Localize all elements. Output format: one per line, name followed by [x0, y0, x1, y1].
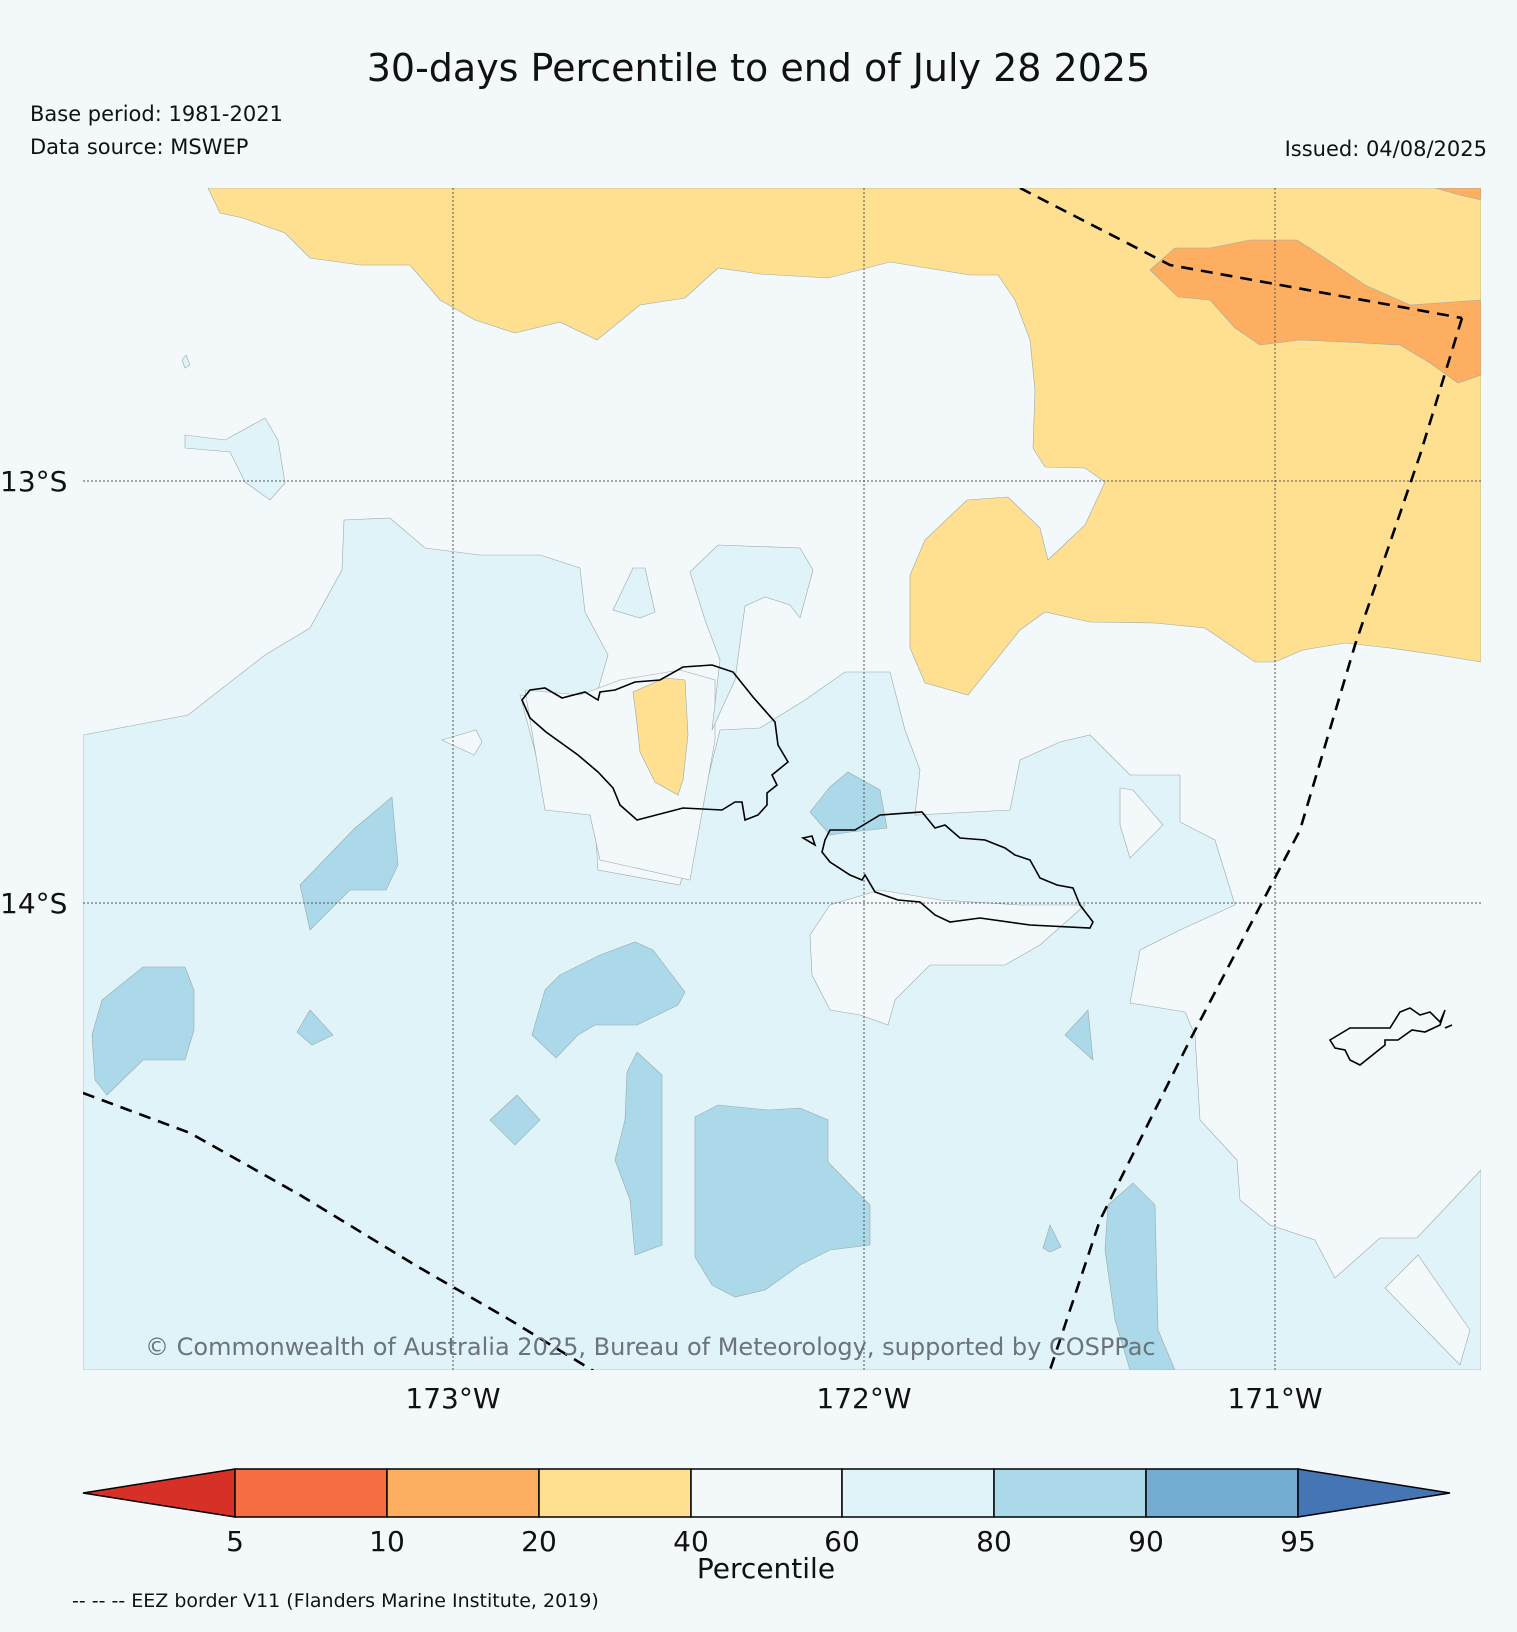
- band-80-90-patch-10: [1104, 1182, 1176, 1370]
- data-source-text: Data source: MSWEP: [30, 135, 249, 159]
- colorbar-tick-20: 20: [521, 1525, 557, 1558]
- base-period-text: Base period: 1981-2021: [30, 102, 283, 126]
- colorbar-extend-high: [1297, 1468, 1451, 1518]
- band-80-90-patch-8: [1064, 1009, 1094, 1061]
- coastline-aunuu: [1444, 1024, 1453, 1029]
- map-plot-area: © Commonwealth of Australia 2025, Bureau…: [83, 188, 1481, 1370]
- coastline-manono: [800, 835, 817, 847]
- coastline-tutuila: [1328, 1007, 1446, 1066]
- band-10-20-patch-corner: [1434, 188, 1481, 201]
- colorbar-segment-90-95: [1145, 1468, 1299, 1518]
- map-title: 30-days Percentile to end of July 28 202…: [366, 46, 1151, 90]
- colorbar-segment-40-60: [690, 1468, 843, 1518]
- colorbar-ticks: 5 10 20 40 60 80 90 95: [226, 1525, 1316, 1558]
- band-80-90-patch-5: [489, 1094, 541, 1146]
- colorbar-tick-95: 95: [1280, 1525, 1316, 1558]
- band-80-90-patch-3: [296, 1009, 334, 1046]
- colorbar-tick-80: 80: [976, 1525, 1012, 1558]
- coastline-savaii: [521, 664, 790, 822]
- band-60-80-patch-nw: [184, 417, 286, 501]
- lon-label-173w: 173°W: [405, 1382, 500, 1415]
- band-20-40-region-north: [207, 188, 1481, 696]
- eez-borders: [83, 188, 1464, 1370]
- colorbar-tick-10: 10: [369, 1525, 405, 1558]
- band-40-60-patch-b: [441, 729, 483, 756]
- eez-border-east: [1048, 317, 1464, 1370]
- colorbar-title: Percentile: [697, 1552, 835, 1585]
- colorbar-segment-20-40: [538, 1468, 692, 1518]
- eez-border-southwest: [83, 1091, 595, 1370]
- band-60-80-patch-b: [689, 544, 814, 731]
- colorbar-extend-low: [82, 1468, 236, 1518]
- lon-label-171w: 171°W: [1227, 1382, 1322, 1415]
- band-60-80-patch-c: [181, 354, 191, 369]
- colorbar-tick-90: 90: [1128, 1525, 1164, 1558]
- band-80-90-patch-2: [91, 966, 195, 1096]
- band-80-90-patch-4: [531, 941, 686, 1059]
- lat-label-13s: 13°S: [0, 465, 67, 498]
- band-40-60-patch-c: [1384, 1254, 1471, 1366]
- band-60-80-patch-a: [612, 567, 656, 619]
- lon-label-172w: 172°W: [816, 1382, 911, 1415]
- band-80-90-patch-9: [1042, 1224, 1062, 1253]
- lat-label-14s: 14°S: [0, 887, 67, 920]
- band-10-20-patch-ne: [1149, 239, 1481, 384]
- band-80-90-patch-6: [614, 1051, 663, 1256]
- eez-border-north: [1019, 188, 1463, 320]
- colorbar-tick-40: 40: [673, 1525, 709, 1558]
- colorbar: [82, 1468, 1451, 1518]
- coastline-upolu: [821, 811, 1094, 929]
- band-80-90-patch-11: [809, 771, 888, 836]
- band-80-90-patch-1: [299, 796, 399, 931]
- band-40-60-patch-a: [1119, 787, 1164, 859]
- gridlines: [83, 188, 1481, 1370]
- band-80-90-patch-7: [694, 1104, 871, 1298]
- coastlines: [521, 664, 1453, 1066]
- eez-footnote: -- -- -- EEZ border V11 (Flanders Marine…: [72, 1590, 599, 1612]
- issued-date-text: Issued: 04/08/2025: [1284, 137, 1487, 161]
- colorbar-segment-5-10: [234, 1468, 388, 1518]
- colorbar-tick-5: 5: [226, 1525, 244, 1558]
- copyright-text: © Commonwealth of Australia 2025, Bureau…: [145, 1333, 1156, 1361]
- band-20-40-patch-island: [632, 677, 689, 796]
- colorbar-segment-80-90: [993, 1468, 1147, 1518]
- colorbar-tick-60: 60: [824, 1525, 860, 1558]
- colorbar-segment-60-80: [841, 1468, 995, 1518]
- colorbar-segment-10-20: [386, 1468, 540, 1518]
